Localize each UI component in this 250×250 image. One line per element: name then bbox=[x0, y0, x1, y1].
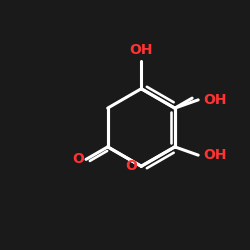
Text: OH: OH bbox=[203, 148, 227, 162]
Text: O: O bbox=[72, 152, 85, 166]
Text: OH: OH bbox=[130, 44, 153, 58]
Text: OH: OH bbox=[203, 93, 227, 107]
Text: O: O bbox=[125, 159, 137, 173]
